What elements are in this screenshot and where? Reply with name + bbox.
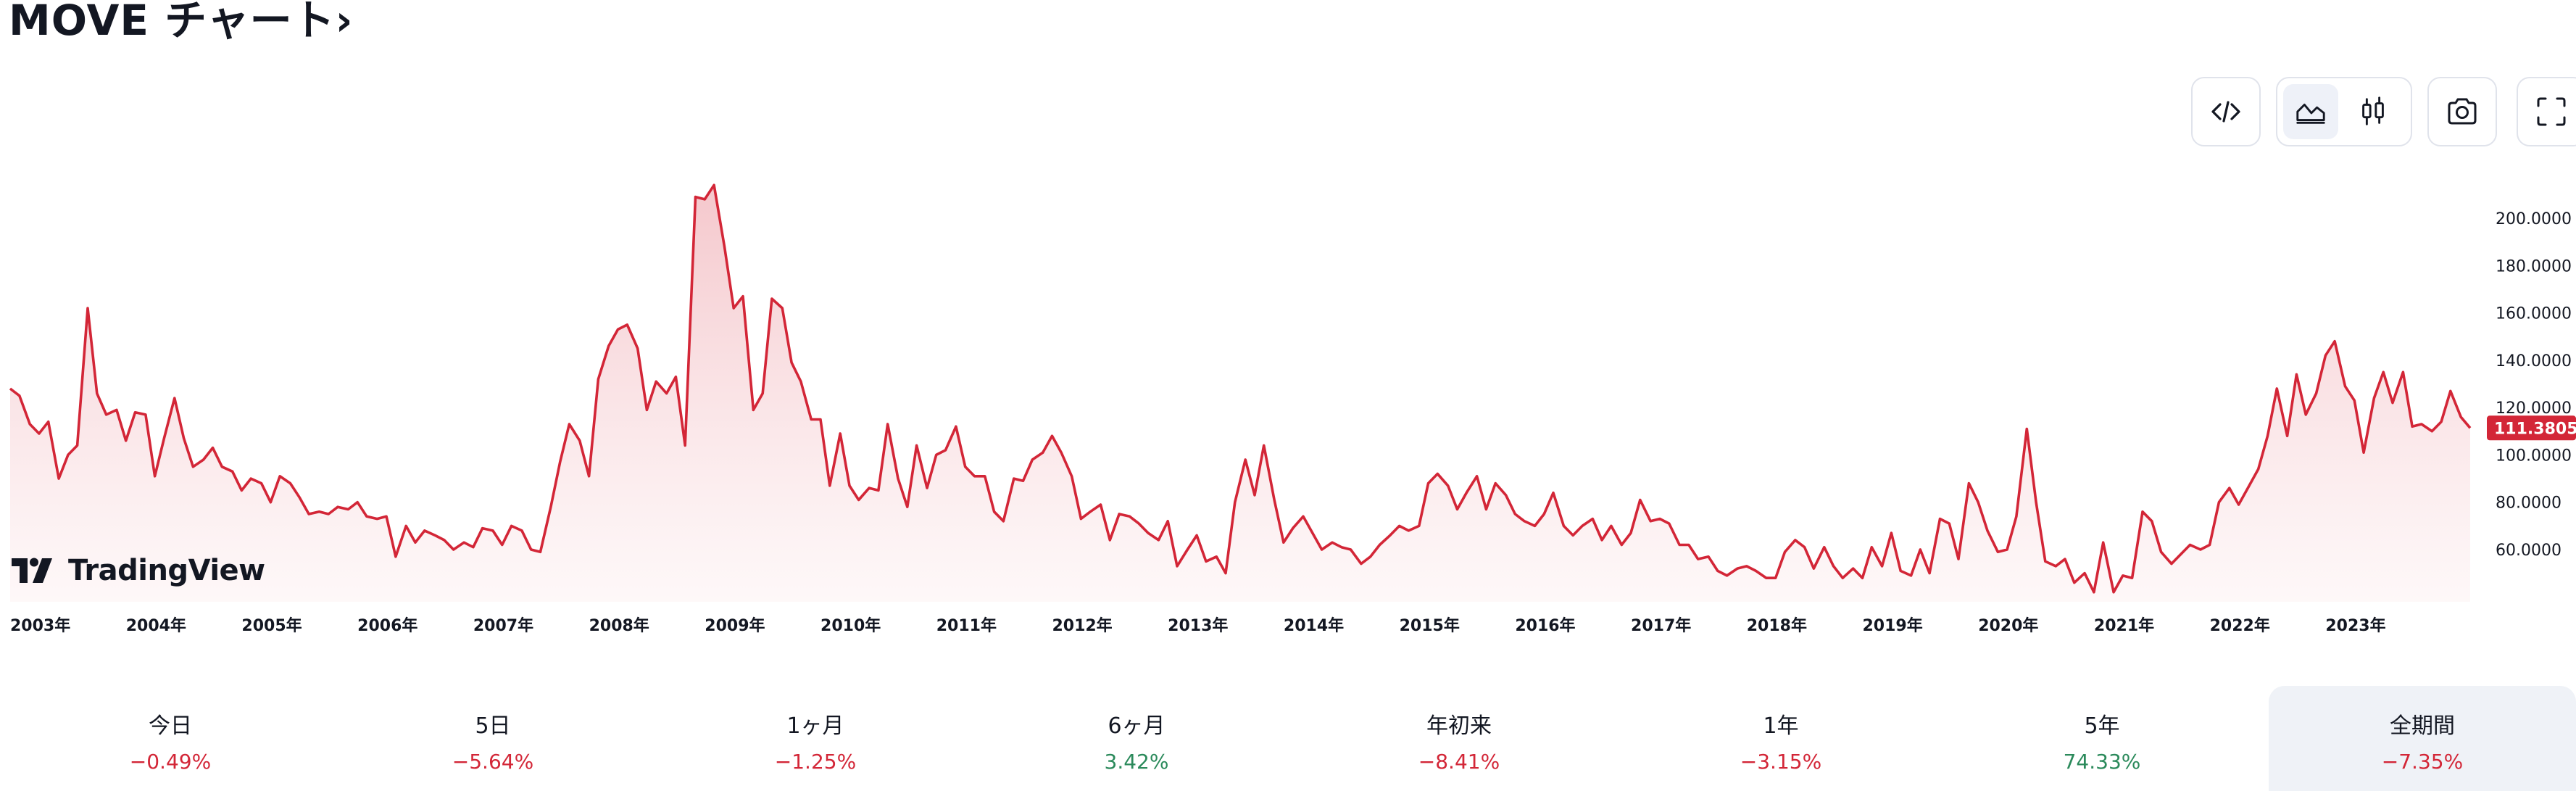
period-tab[interactable]: 全期間 −7.35% [2269, 686, 2576, 791]
period-change-value: 74.33% [2063, 750, 2141, 774]
snapshot-button[interactable] [2427, 77, 2497, 146]
x-tick-label: 2020年 [1978, 616, 2038, 635]
x-tick-label: 2011年 [936, 616, 997, 635]
series-line [9, 183, 2472, 594]
period-change-value: −7.35% [2381, 750, 2464, 774]
period-change-value: 3.42% [1104, 750, 1169, 774]
y-tick-label: 200.0000 [2496, 210, 2572, 228]
fullscreen-button[interactable] [2517, 77, 2576, 146]
period-label: 5年 [2084, 713, 2120, 739]
x-tick-label: 2021年 [2094, 616, 2154, 635]
area-fill [10, 185, 2470, 602]
tradingview-wordmark: TradingView [68, 554, 265, 587]
symbol-title-link[interactable]: MOVE チャート› [9, 0, 354, 45]
x-tick-label: 2017年 [1631, 616, 1691, 635]
period-label: 5日 [475, 713, 511, 739]
y-tick-label: 100.0000 [2496, 447, 2572, 465]
period-label: 全期間 [2390, 713, 2455, 739]
period-tab[interactable]: 5日 −5.64% [341, 686, 645, 791]
tradingview-logo[interactable]: TradingView [10, 554, 265, 587]
x-tick-label: 2013年 [1168, 616, 1228, 635]
period-tab[interactable]: 1ヶ月 −1.25% [663, 686, 968, 791]
tradingview-logo-icon [12, 558, 52, 583]
period-tab[interactable]: 5年 74.33% [1950, 686, 2254, 791]
period-label: 1年 [1763, 713, 1799, 739]
x-tick-label: 2004年 [126, 616, 186, 635]
last-price-marker: 111.3805 [2487, 415, 2576, 441]
period-change-value: −0.49% [129, 750, 212, 774]
chart-toolbar [0, 77, 2576, 146]
embed-code-button[interactable] [2191, 77, 2261, 146]
period-label: 今日 [149, 713, 192, 739]
x-tick-label: 2014年 [1284, 616, 1344, 635]
period-change-value: −3.15% [1740, 750, 1822, 774]
candles-button[interactable] [2346, 84, 2401, 139]
line-layer [9, 183, 2472, 594]
fullscreen-icon [2537, 97, 2566, 126]
y-tick-label: 120.0000 [2496, 399, 2572, 418]
x-tick-label: 2008年 [589, 616, 649, 635]
x-tick-label: 2003年 [10, 616, 70, 635]
x-tick-label: 2022年 [2210, 616, 2270, 635]
period-label: 6ヶ月 [1108, 713, 1166, 739]
price-chart[interactable]: 60.0000 80.0000 100.0000 120.0000 140.0000 16… [0, 0, 2576, 674]
x-tick-label: 2006年 [357, 616, 417, 635]
x-tick-label: 2010年 [820, 616, 881, 635]
y-tick-label: 140.0000 [2496, 352, 2572, 370]
code-icon [2211, 101, 2240, 123]
x-tick-label: 2018年 [1747, 616, 1807, 635]
x-tick-label: 2015年 [1400, 616, 1460, 635]
last-price-badge [2487, 415, 2576, 441]
period-tab[interactable]: 1年 −3.15% [1629, 686, 1933, 791]
area-chart-icon [2296, 103, 2325, 124]
period-change-value: −1.25% [774, 750, 857, 774]
x-tick-label: 2005年 [241, 616, 302, 635]
last-price-label: 111.3805 [2494, 420, 2576, 438]
y-tick-label: 80.0000 [2496, 494, 2562, 513]
line-chart-button[interactable] [2283, 84, 2338, 139]
period-tab[interactable]: 今日 −0.49% [18, 686, 323, 791]
x-tick-label: 2016年 [1515, 616, 1575, 635]
y-tick-label: 180.0000 [2496, 257, 2572, 276]
period-change-value: −5.64% [452, 750, 534, 774]
period-performance-tabs: 今日 −0.49% 5日 −5.64% 1ヶ月 −1.25% 6ヶ月 3.42% 年初来 −8.4… [0, 686, 2576, 791]
period-label: 年初来 [1426, 713, 1492, 739]
x-tick-label: 2012年 [1052, 616, 1112, 635]
area-layer [10, 185, 2470, 602]
chart-type-switch [2276, 77, 2412, 146]
y-axis: 60.0000 80.0000 100.0000 120.0000 140.0000 16… [2496, 210, 2572, 560]
camera-icon [2448, 98, 2477, 125]
candlestick-icon [2362, 96, 2384, 125]
x-tick-label: 2019年 [1862, 616, 1922, 635]
y-tick-label: 160.0000 [2496, 305, 2572, 323]
period-label: 1ヶ月 [786, 713, 844, 739]
period-tab[interactable]: 年初来 −8.41% [1307, 686, 1611, 791]
x-axis: 2003年 2004年 2005年 2006年 2007年 2008年 2009年 2010年… [10, 616, 2386, 635]
period-tab[interactable]: 6ヶ月 3.42% [984, 686, 1289, 791]
x-tick-label: 2023年 [2325, 616, 2385, 635]
x-tick-label: 2007年 [473, 616, 533, 635]
y-tick-label: 60.0000 [2496, 542, 2562, 560]
x-tick-label: 2009年 [705, 616, 765, 635]
period-change-value: −8.41% [1418, 750, 1500, 774]
